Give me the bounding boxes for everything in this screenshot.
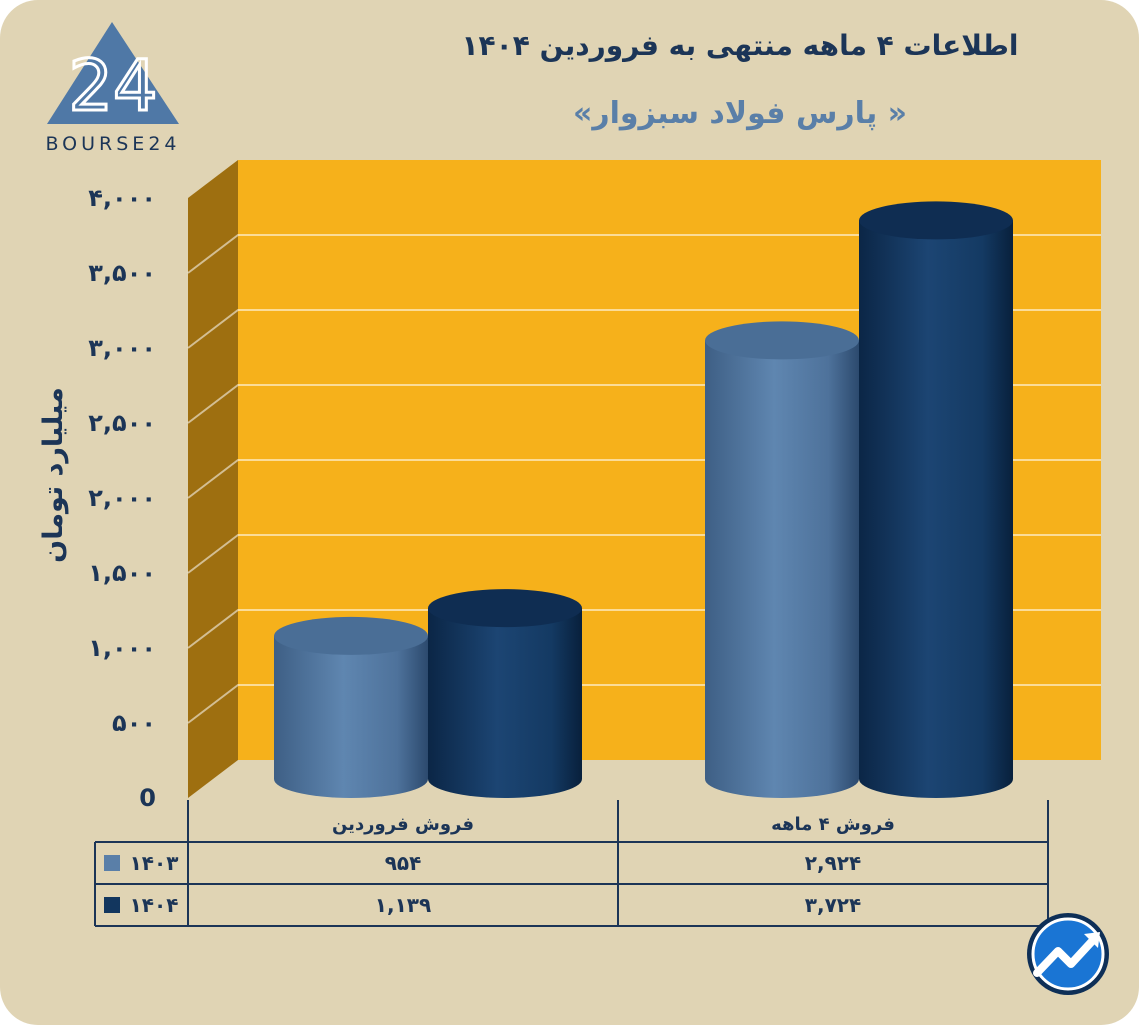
logo-text: BOURSE24 (45, 133, 180, 155)
logo-triangle (47, 22, 179, 124)
logo-mark: 24 (68, 45, 157, 127)
bar-cylinder (428, 589, 582, 798)
bar-body (274, 635, 428, 798)
chart-title: اطلاعات ۴ ماهه منتهی به فروردین ۱۴۰۴ (461, 29, 1018, 62)
y-tick-label: ۳,۵۰۰ (88, 259, 156, 287)
y-tick-label: ۳,۰۰۰ (88, 334, 156, 362)
data-table: فروش فروردین فروش ۴ ماهه ۱۴۰۳ ۱۴۰۴ ۹۵۴ ۲… (94, 800, 1049, 927)
bar-top (859, 201, 1013, 240)
legend-swatch-1404 (104, 897, 120, 913)
legend-label-1403: ۱۴۰۳ (130, 851, 179, 875)
legend-label-1404: ۱۴۰۴ (130, 893, 179, 917)
y-tick-labels: 0 ۵۰۰ ۱,۰۰۰ ۱,۵۰۰ ۲,۰۰۰ ۲,۵۰۰ ۳,۰۰۰ ۳,۵۰۰ ۴,۰۰۰ (88, 184, 156, 812)
y-tick-label: ۴,۰۰۰ (88, 184, 156, 212)
table-cell-value: ۹۵۴ (385, 851, 422, 875)
bar-cylinder (274, 616, 428, 798)
bourse24-logo: 24 BOURSE24 (45, 22, 180, 155)
bar-cylinder (859, 201, 1013, 798)
bar-top (274, 616, 428, 655)
y-tick-label: 0 (139, 784, 156, 812)
bars (274, 201, 1013, 798)
y-tick-label: ۱,۵۰۰ (88, 559, 156, 587)
legend-swatch-1403 (104, 855, 120, 871)
chart-subtitle: « پارس فولاد سبزوار» (573, 96, 907, 131)
y-axis-label: میلیارد تومان (38, 387, 69, 563)
gridline (187, 309, 1101, 349)
table-cell-value: ۱,۱۳۹ (375, 893, 431, 917)
bar-cylinder (705, 321, 859, 798)
y-tick-label: ۲,۰۰۰ (88, 484, 156, 512)
gridline (187, 234, 1101, 274)
category-label: فروش فروردین (332, 814, 474, 835)
trend-arrow-icon (1027, 913, 1109, 995)
y-tick-label: ۲,۵۰۰ (88, 409, 156, 437)
bar-body (428, 608, 582, 798)
bar-body (705, 340, 859, 798)
category-label: فروش ۴ ماهه (771, 814, 895, 835)
bar-body (859, 220, 1013, 798)
table-cell-value: ۳,۷۲۴ (805, 893, 861, 917)
bar-top (705, 321, 859, 360)
y-tick-label: ۱,۰۰۰ (88, 634, 156, 662)
bar-top (428, 589, 582, 628)
y-tick-label: ۵۰۰ (112, 709, 156, 737)
table-cell-value: ۲,۹۲۴ (805, 851, 861, 875)
